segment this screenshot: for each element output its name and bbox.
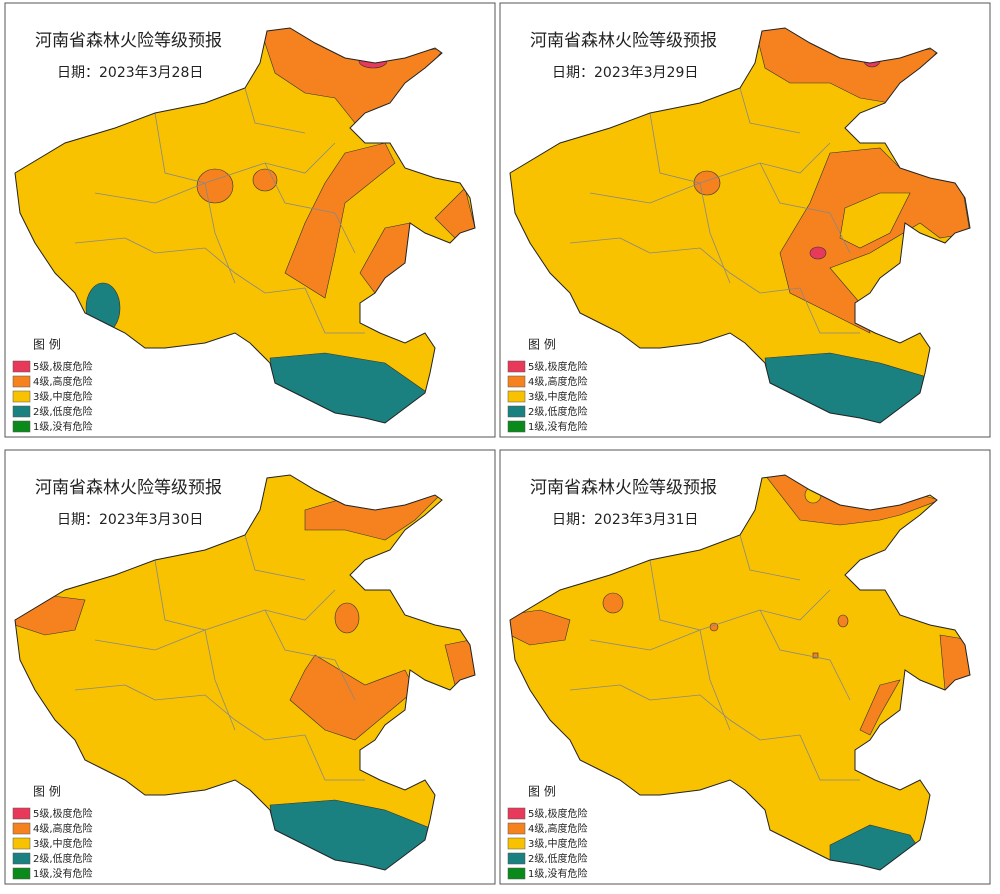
legend-swatch bbox=[12, 375, 31, 388]
county-borders bbox=[74, 87, 365, 334]
legend-label: 2级,低度危险 bbox=[33, 405, 93, 418]
risk-zone bbox=[289, 654, 416, 741]
legend-title: 图 例 bbox=[528, 338, 556, 352]
legend-swatch bbox=[12, 807, 31, 820]
province-border bbox=[509, 27, 971, 424]
legend-swatch bbox=[12, 822, 31, 835]
legend-label: 4级,高度危险 bbox=[528, 822, 588, 835]
legend-label: 2级,低度危险 bbox=[528, 852, 588, 865]
legend-label: 5级,极度危险 bbox=[528, 807, 588, 820]
legend-label: 3级,中度危险 bbox=[33, 837, 93, 850]
legend-swatch bbox=[12, 420, 31, 433]
legend-swatch bbox=[12, 405, 31, 418]
risk-zone bbox=[809, 246, 827, 260]
legend-label: 1级,没有危险 bbox=[528, 867, 588, 880]
province-border bbox=[14, 27, 476, 424]
legend-swatch bbox=[12, 360, 31, 373]
legend-label: 2级,低度危险 bbox=[33, 852, 93, 865]
legend-title: 图 例 bbox=[33, 338, 61, 352]
risk-zone bbox=[837, 614, 849, 628]
map-date: 日期：2023年3月30日 bbox=[57, 512, 203, 528]
legend-swatch bbox=[12, 390, 31, 403]
map-date: 日期：2023年3月29日 bbox=[552, 65, 698, 81]
risk-zone bbox=[812, 652, 819, 659]
risk-zone bbox=[284, 142, 396, 299]
legend-label: 4级,高度危险 bbox=[33, 375, 93, 388]
legend-label: 5级,极度危险 bbox=[33, 360, 93, 373]
legend-swatch bbox=[507, 852, 526, 865]
legend-swatch bbox=[507, 420, 526, 433]
risk-zone bbox=[334, 602, 360, 634]
legend-label: 2级,低度危险 bbox=[528, 405, 588, 418]
province-border bbox=[509, 474, 971, 871]
map-title: 河南省森林火险等级预报 bbox=[530, 31, 717, 51]
legend-title: 图 例 bbox=[33, 785, 61, 799]
map-date: 日期：2023年3月28日 bbox=[57, 65, 203, 81]
legend-label: 5级,极度危险 bbox=[33, 807, 93, 820]
legend-label: 4级,高度危险 bbox=[33, 822, 93, 835]
legend-swatch bbox=[507, 390, 526, 403]
map-title: 河南省森林火险等级预报 bbox=[530, 478, 717, 498]
legend-swatch bbox=[12, 852, 31, 865]
risk-zone bbox=[859, 679, 901, 736]
legend-swatch bbox=[507, 807, 526, 820]
legend-swatch bbox=[507, 867, 526, 880]
legend-label: 4级,高度危险 bbox=[528, 375, 588, 388]
province-fill bbox=[15, 28, 475, 423]
legend-swatch bbox=[507, 360, 526, 373]
county-borders bbox=[569, 534, 860, 781]
legend-swatch bbox=[507, 822, 526, 835]
legend-swatch bbox=[507, 375, 526, 388]
legend-label: 1级,没有危险 bbox=[528, 420, 588, 433]
risk-zone bbox=[693, 170, 721, 196]
map-date: 日期：2023年3月31日 bbox=[552, 512, 698, 528]
county-borders bbox=[74, 534, 365, 781]
risk-zone bbox=[434, 187, 475, 239]
legend-swatch bbox=[507, 837, 526, 850]
map-title: 河南省森林火险等级预报 bbox=[35, 31, 222, 51]
legend-label: 1级,没有危险 bbox=[33, 867, 93, 880]
county-borders bbox=[569, 87, 860, 334]
map-title: 河南省森林火险等级预报 bbox=[35, 478, 222, 498]
province-border bbox=[14, 474, 476, 871]
risk-zone bbox=[839, 192, 911, 249]
risk-zone bbox=[196, 168, 234, 204]
province-fill bbox=[510, 475, 970, 870]
risk-zone bbox=[602, 592, 624, 614]
legend-label: 3级,中度危险 bbox=[528, 837, 588, 850]
province-fill bbox=[15, 475, 475, 870]
legend-label: 1级,没有危险 bbox=[33, 420, 93, 433]
legend-swatch bbox=[12, 837, 31, 850]
legend-swatch bbox=[12, 867, 31, 880]
legend-title: 图 例 bbox=[528, 785, 556, 799]
legend-label: 3级,中度危险 bbox=[33, 390, 93, 403]
legend-label: 5级,极度危险 bbox=[528, 360, 588, 373]
risk-zone bbox=[510, 609, 571, 646]
legend-swatch bbox=[507, 405, 526, 418]
legend-label: 3级,中度危险 bbox=[528, 390, 588, 403]
